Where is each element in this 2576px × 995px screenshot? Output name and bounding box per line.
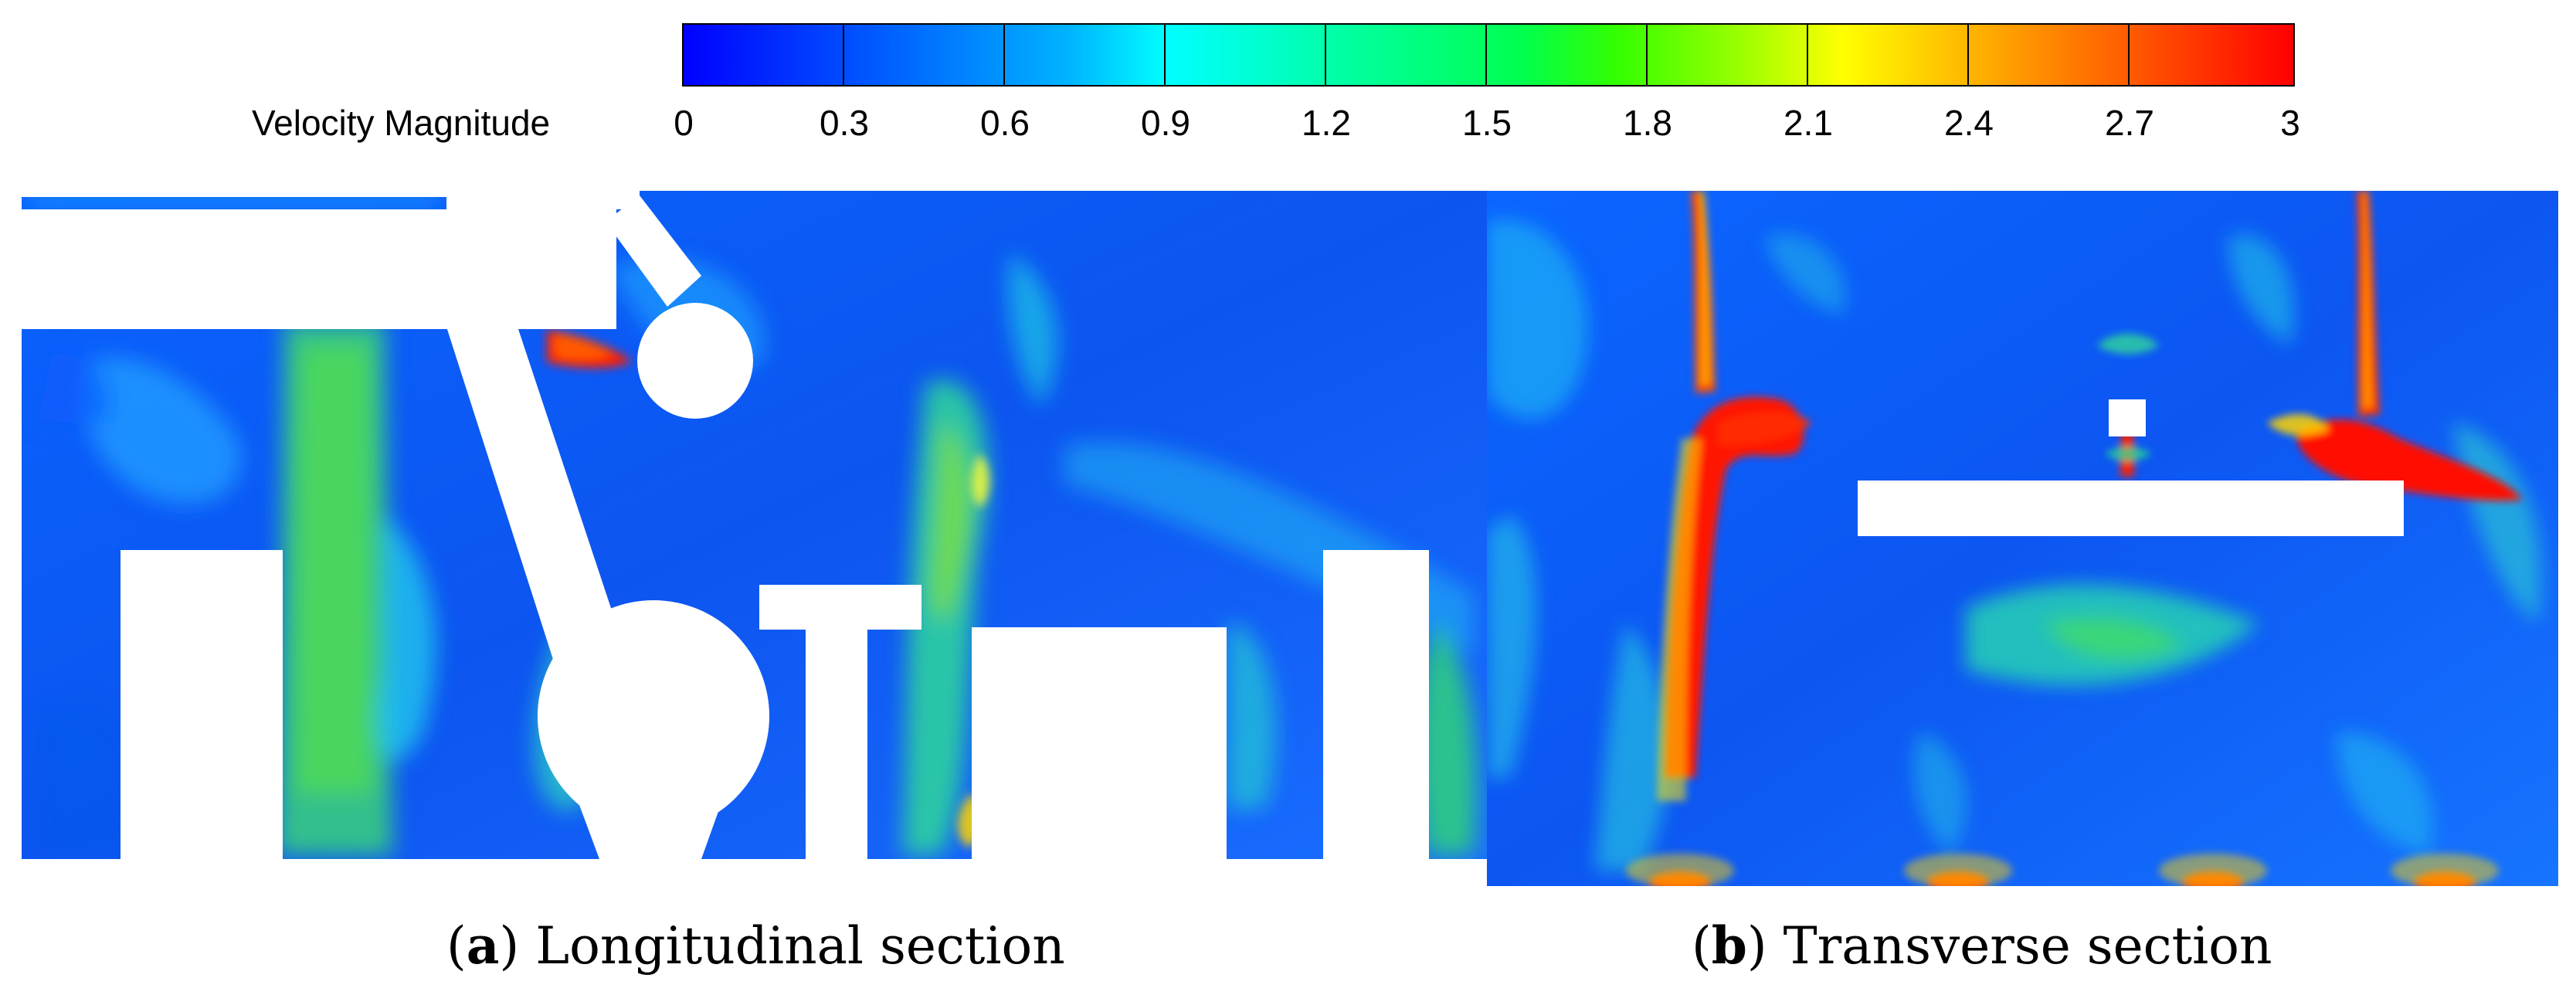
colorbar-tick: 2.1	[1784, 103, 1833, 143]
caption-letter: a	[466, 915, 500, 976]
colorbar-tick: 0.6	[980, 103, 1030, 143]
caption-letter: b	[1711, 915, 1747, 976]
caption-longitudinal: (a) Longitudinal section	[446, 915, 1065, 976]
caption-label: Transverse section	[1783, 916, 2272, 976]
colorbar-tick: 2.7	[2105, 103, 2154, 143]
colorbar-tick: 2.4	[1944, 103, 1994, 143]
transverse-section-plot	[1487, 191, 2558, 886]
colorbar-tick: 0	[674, 103, 694, 143]
colorbar-tick: 1.5	[1462, 103, 1512, 143]
colorbar-tick: 0.9	[1141, 103, 1190, 143]
colorbar-tick: 1.8	[1623, 103, 1672, 143]
longitudinal-section-plot	[22, 191, 1487, 859]
caption-transverse: (b) Transverse section	[1692, 915, 2272, 976]
velocity-colorbar	[682, 23, 2295, 87]
colorbar-tick: 3	[2280, 103, 2300, 143]
colorbar-title: Velocity Magnitude	[252, 103, 551, 143]
colorbar-tick: 0.3	[820, 103, 869, 143]
caption-label: Longitudinal section	[535, 916, 1065, 976]
colorbar-tick: 1.2	[1302, 103, 1351, 143]
